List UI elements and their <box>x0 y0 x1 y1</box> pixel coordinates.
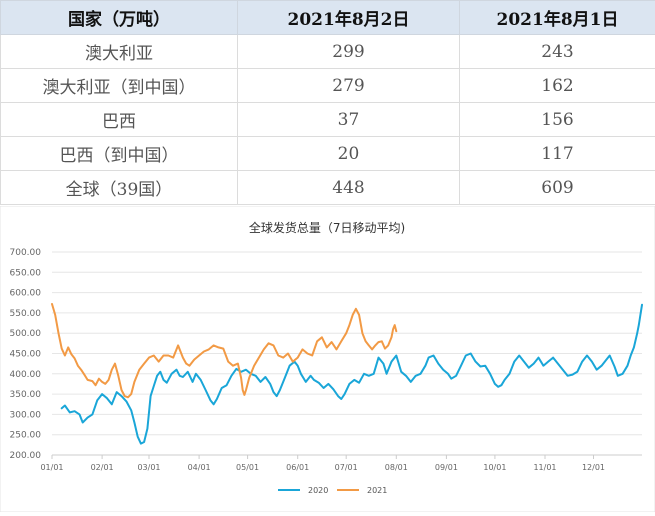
x-tick-label: 03/01 <box>137 463 160 472</box>
y-tick-label: 200.00 <box>10 451 42 461</box>
table-row: 澳大利亚 299 243 <box>1 35 655 69</box>
y-tick-label: 700.00 <box>10 248 42 258</box>
x-tick-label: 12/01 <box>582 463 605 472</box>
y-tick-label: 350.00 <box>10 390 42 400</box>
header-country: 国家（万吨） <box>1 1 238 35</box>
table-row: 巴西 37 156 <box>1 103 655 137</box>
row-value-aug1: 609 <box>460 171 655 205</box>
x-tick-label: 08/01 <box>385 463 408 472</box>
y-tick-label: 450.00 <box>10 350 42 360</box>
x-tick-label: 10/01 <box>483 463 506 472</box>
row-value-aug2: 20 <box>238 137 460 171</box>
row-country: 全球（39国） <box>1 171 238 205</box>
table-header-row: 国家（万吨） 2021年8月2日 2021年8月1日 <box>1 1 655 35</box>
row-country: 澳大利亚 <box>1 35 238 69</box>
y-tick-label: 300.00 <box>10 410 42 420</box>
row-value-aug1: 243 <box>460 35 655 69</box>
x-tick-label: 05/01 <box>236 463 259 472</box>
row-value-aug1: 117 <box>460 137 655 171</box>
row-value-aug2: 448 <box>238 171 460 205</box>
shipment-table: 国家（万吨） 2021年8月2日 2021年8月1日 澳大利亚 299 243 … <box>0 0 655 205</box>
x-tick-label: 02/01 <box>91 463 114 472</box>
table-row: 澳大利亚（到中国） 279 162 <box>1 69 655 103</box>
row-value-aug2: 279 <box>238 69 460 103</box>
row-value-aug2: 37 <box>238 103 460 137</box>
row-value-aug2: 299 <box>238 35 460 69</box>
chart-canvas: 全球发货总量（7日移动平均) 700.00 650.00 600.00 550.00 5… <box>0 206 655 512</box>
y-tick-label: 500.00 <box>10 329 42 339</box>
row-value-aug1: 162 <box>460 69 655 103</box>
y-tick-label: 250.00 <box>10 431 42 441</box>
legend-label-2020: 2020 <box>308 486 328 495</box>
row-value-aug1: 156 <box>460 103 655 137</box>
table-row: 全球（39国） 448 609 <box>1 171 655 205</box>
y-tick-label: 650.00 <box>10 268 42 278</box>
chart-title: 全球发货总量（7日移动平均) <box>249 220 405 235</box>
x-tick-label: 06/01 <box>286 463 309 472</box>
shipment-line-chart: 全球发货总量（7日移动平均) 700.00 650.00 600.00 550.00 5… <box>0 206 655 512</box>
y-tick-label: 550.00 <box>10 309 42 319</box>
table-row: 巴西（到中国） 20 117 <box>1 137 655 171</box>
row-country: 澳大利亚（到中国） <box>1 69 238 103</box>
x-tick-label: 04/01 <box>188 463 211 472</box>
legend-label-2021: 2021 <box>367 486 387 495</box>
x-tick-label: 11/01 <box>533 463 556 472</box>
y-tick-label: 600.00 <box>10 289 42 299</box>
row-country: 巴西（到中国） <box>1 137 238 171</box>
x-tick-label: 09/01 <box>435 463 458 472</box>
x-tick-label: 07/01 <box>335 463 358 472</box>
row-country: 巴西 <box>1 103 238 137</box>
x-tick-label: 01/01 <box>40 463 63 472</box>
header-date-aug1: 2021年8月1日 <box>460 1 655 35</box>
y-tick-label: 400.00 <box>10 370 42 380</box>
header-date-aug2: 2021年8月2日 <box>238 1 460 35</box>
